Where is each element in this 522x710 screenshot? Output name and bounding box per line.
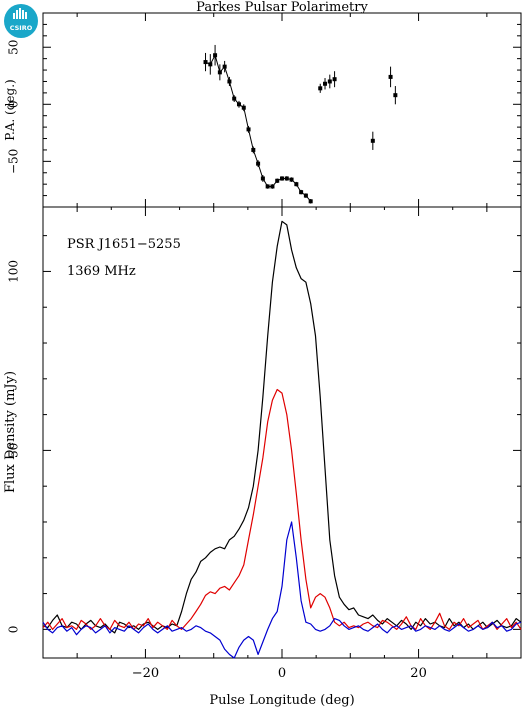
logo-text: CSIRO	[10, 24, 33, 32]
profile-ytick-label: 50	[7, 443, 21, 458]
chart-title: Parkes Pulsar Polarimetry	[196, 0, 368, 15]
frequency-annotation: 1369 MHz	[67, 264, 136, 279]
pulsar-name-annotation: PSR J1651−5255	[67, 237, 181, 252]
pa-point	[323, 81, 328, 86]
csiro-logo: CSIRO	[4, 4, 38, 38]
pa-point	[294, 182, 299, 187]
profile-ylabel: Flux Density (mJy)	[3, 371, 18, 493]
profile-ytick-label: 0	[7, 626, 21, 634]
pa-point	[265, 184, 270, 189]
profile-xlabel: Pulse Longitude (deg)	[209, 693, 354, 708]
pa-point	[217, 70, 222, 75]
pa-point	[256, 161, 261, 166]
pa-point	[318, 86, 323, 91]
pa-point	[222, 64, 227, 69]
pa-connector-line	[205, 53, 312, 202]
pa-ylabel: P.A. (deg.)	[3, 79, 17, 140]
pa-point	[260, 176, 265, 181]
linear-polarization-line	[42, 388, 522, 630]
pa-point	[388, 74, 393, 79]
pa-ytick-label: 0	[7, 100, 21, 108]
pa-point	[280, 176, 284, 181]
pa-point	[203, 60, 208, 65]
pa-ytick-label: −50	[7, 149, 21, 174]
total-intensity-line	[42, 220, 522, 634]
pa-point	[393, 93, 398, 98]
pa-point	[227, 79, 232, 84]
pa-point	[284, 176, 289, 181]
pa-point	[332, 77, 337, 82]
position-angle-panel: −50 0 50 P.A. (deg.)	[3, 12, 522, 208]
pa-point	[246, 127, 251, 132]
pa-point	[289, 177, 294, 182]
profile-xtick-label: −20	[132, 666, 159, 681]
pa-point	[275, 178, 280, 183]
pa-point	[327, 79, 332, 84]
profile-ytick-label: 100	[7, 260, 21, 283]
pa-ytick-label: 50	[7, 40, 21, 55]
pa-point	[232, 96, 237, 101]
pa-point	[213, 53, 218, 58]
pa-point	[308, 199, 313, 204]
pa-point	[299, 190, 304, 195]
pa-point	[370, 138, 375, 143]
profile-xtick-label: 0	[278, 666, 286, 681]
pa-point	[208, 62, 213, 67]
pa-point	[251, 147, 256, 152]
pa-point	[236, 102, 241, 107]
circular-polarization-line	[42, 521, 522, 659]
pa-point	[303, 193, 308, 198]
pa-point	[241, 105, 246, 110]
flux-profile-panel: 0 50 100 −20 0 20 Pulse Longitude (deg) Flux De…	[3, 206, 522, 708]
pa-point	[270, 184, 275, 189]
profile-xtick-label: 20	[410, 666, 427, 681]
